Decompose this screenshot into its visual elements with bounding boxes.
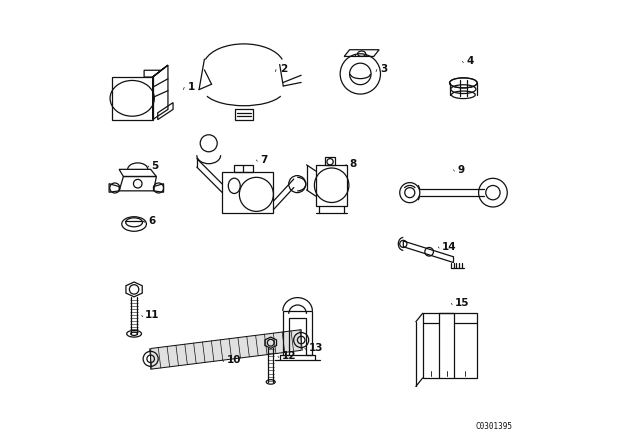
Text: 3: 3 xyxy=(380,65,388,74)
Text: 13: 13 xyxy=(308,343,323,353)
Text: 14: 14 xyxy=(442,242,456,252)
Text: 1: 1 xyxy=(188,82,195,92)
Text: 8: 8 xyxy=(349,159,357,169)
Text: 7: 7 xyxy=(260,155,268,165)
Text: 5: 5 xyxy=(152,161,159,171)
Text: 12: 12 xyxy=(282,351,296,361)
Text: 10: 10 xyxy=(227,355,241,365)
Polygon shape xyxy=(150,330,301,369)
Text: 2: 2 xyxy=(280,65,287,74)
Text: 15: 15 xyxy=(455,298,469,308)
Text: 11: 11 xyxy=(145,310,160,320)
Text: 4: 4 xyxy=(466,56,474,66)
Text: 6: 6 xyxy=(148,216,156,226)
Text: 9: 9 xyxy=(457,165,464,175)
Text: C0301395: C0301395 xyxy=(476,422,513,431)
